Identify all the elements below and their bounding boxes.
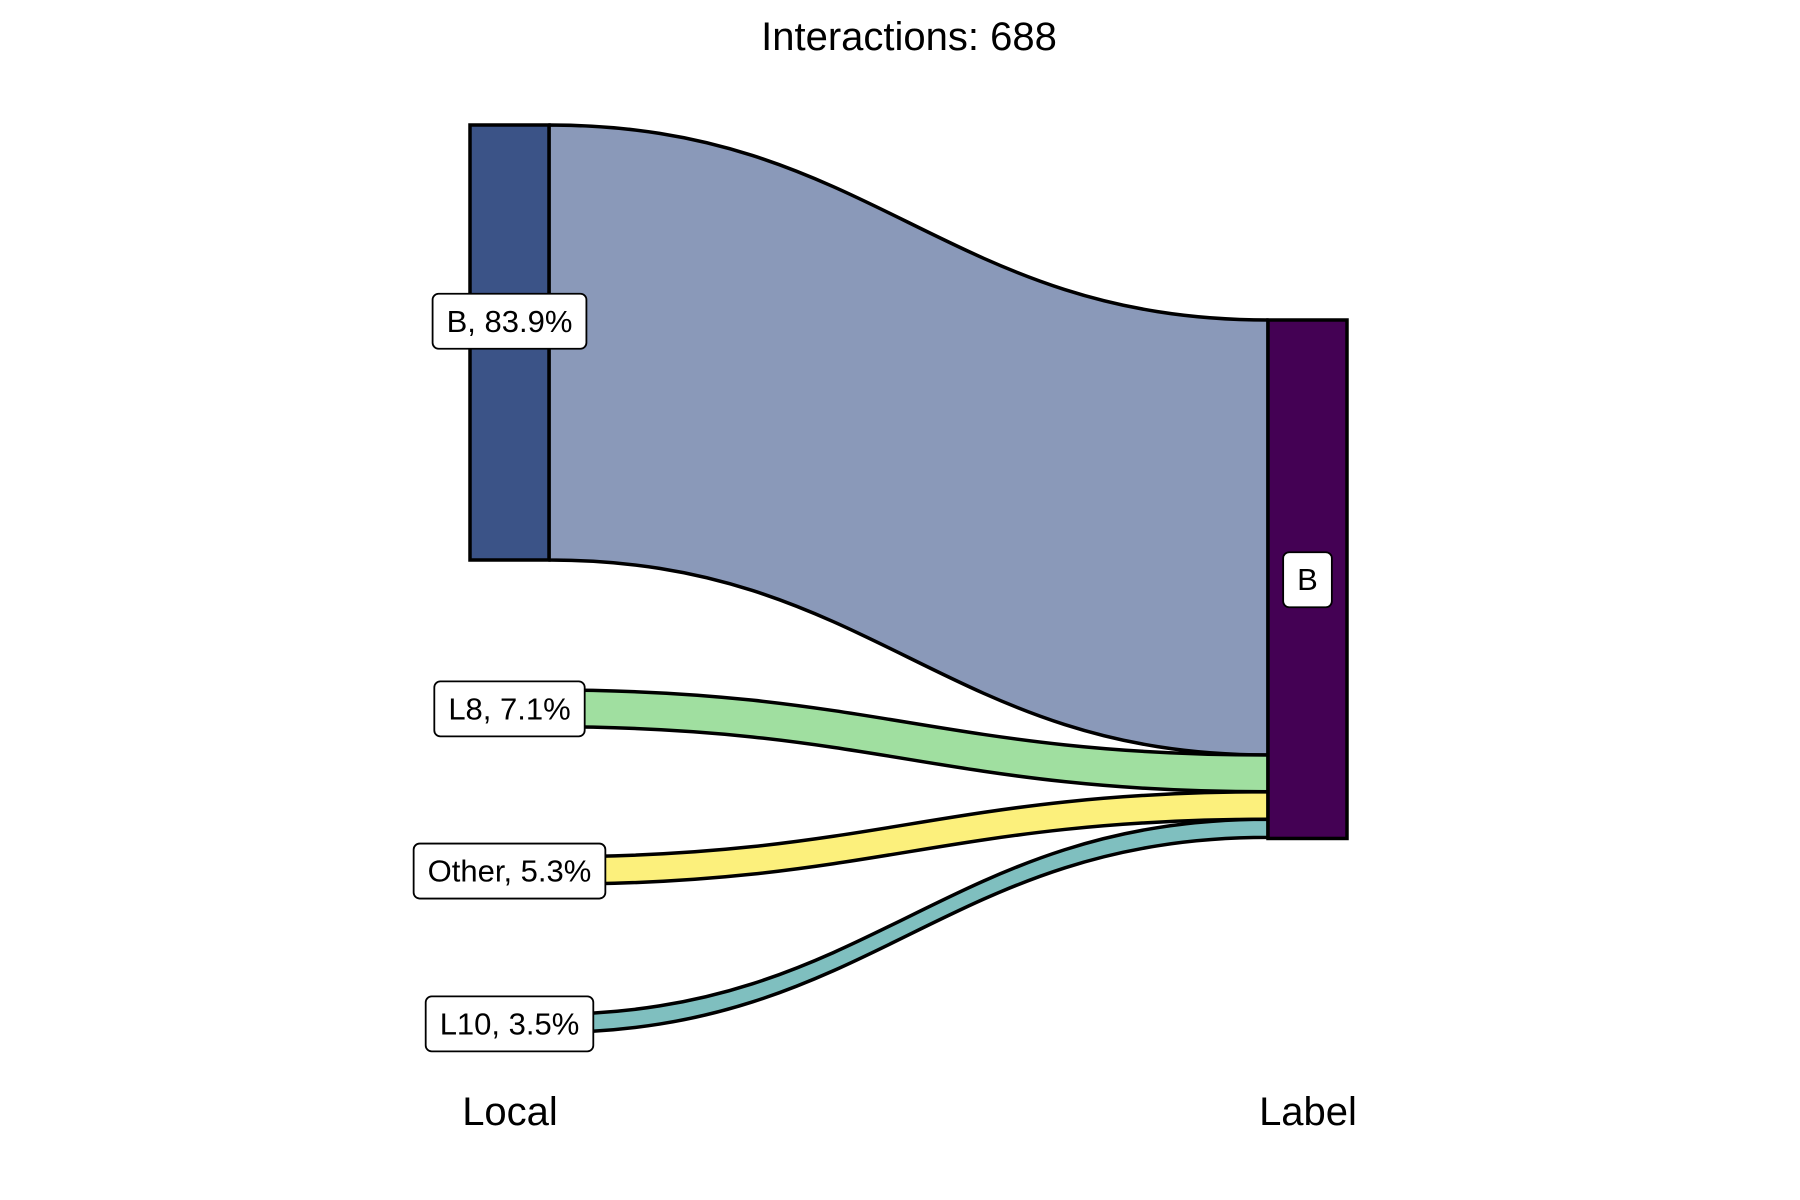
label-local-l8-box (433, 680, 586, 738)
labels-group: B, 83.9% L8, 7.1% Other, 5.3% L10, 3.5% B (412, 292, 1333, 1053)
label-local-other-text: Other, 5.3% (428, 854, 592, 889)
label-local-b-text: B, 83.9% (447, 304, 573, 339)
label-local-other-box (412, 842, 607, 900)
flows-group (547, 123, 1270, 1035)
label-local-l8-text: L8, 7.1% (448, 691, 570, 726)
label-local-other: Other, 5.3% (412, 842, 607, 900)
chart-title: Interactions: 688 (761, 15, 1057, 59)
axis-label-local: Local (462, 1090, 558, 1134)
label-target-b: B (1282, 551, 1333, 609)
label-local-l10: L10, 3.5% (424, 995, 595, 1053)
label-target-b-text: B (1297, 562, 1318, 597)
axis-label-label: Label (1259, 1090, 1357, 1134)
label-target-b-box (1282, 551, 1333, 609)
label-local-b: B, 83.9% (431, 292, 588, 350)
flow-b-to-b (547, 123, 1270, 757)
label-local-b-box (431, 292, 588, 350)
label-local-l8: L8, 7.1% (433, 680, 586, 738)
label-local-l10-box (424, 995, 595, 1053)
label-local-l10-text: L10, 3.5% (440, 1006, 580, 1041)
